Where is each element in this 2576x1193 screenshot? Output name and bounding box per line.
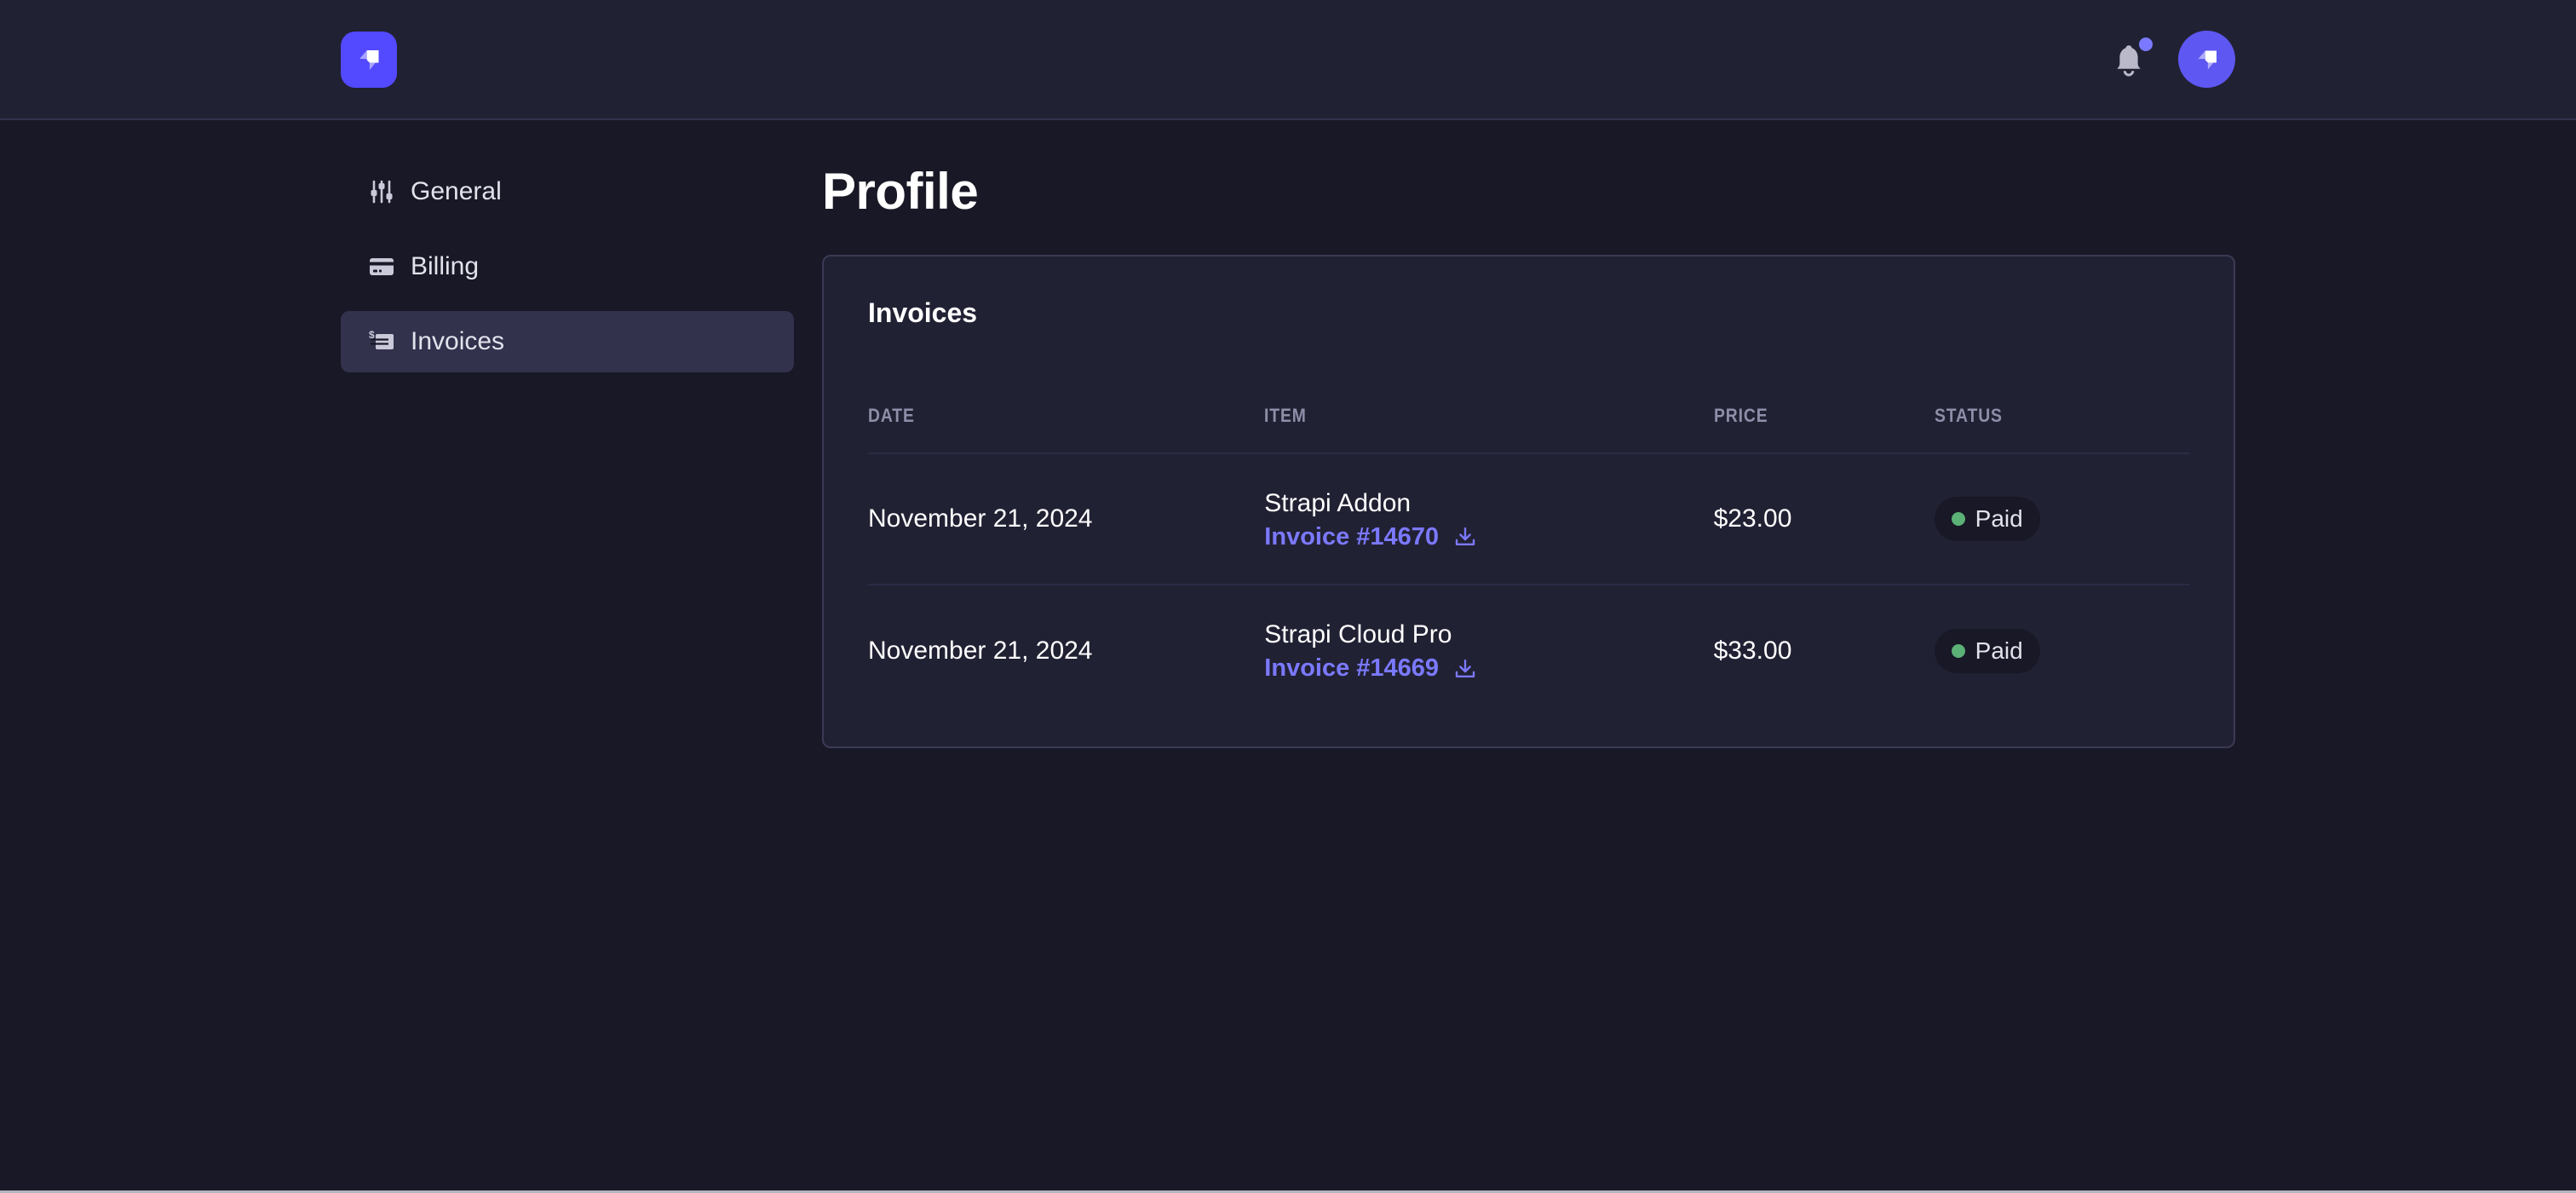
svg-text:$: $ [369, 329, 375, 341]
status-badge-label: Paid [1975, 637, 2023, 664]
invoice-price: $23.00 [1713, 453, 1935, 585]
column-header-date: DATE [868, 366, 1265, 454]
topbar-actions [2112, 31, 2235, 88]
sidebar-item-general[interactable]: General [341, 161, 794, 222]
table-row: November 21, 2024 Strapi Addon Invoice #… [868, 453, 2189, 585]
strapi-logo[interactable] [341, 31, 397, 88]
status-badge: Paid [1934, 497, 2040, 541]
table-header-row: DATE ITEM PRICE STATUS [868, 366, 2189, 454]
status-badge-label: Paid [1975, 505, 2023, 532]
invoice-link[interactable]: Invoice #14669 [1264, 654, 1440, 682]
invoice-status-cell: Paid [1934, 585, 2189, 716]
main-content: Profile Invoices DATE ITEM PRICE STATUS … [822, 120, 2235, 748]
invoice-item-cell: Strapi Addon Invoice #14670 [1264, 453, 1714, 585]
profile-settings-nav: General Billing $ Invoices [341, 161, 794, 372]
page-title: Profile [822, 163, 979, 220]
card-title: Invoices [868, 297, 978, 328]
notification-dot [2139, 37, 2153, 51]
invoice-icon: $ [369, 329, 394, 349]
page-layout: General Billing $ Invoices Profile [0, 120, 2576, 748]
invoice-link[interactable]: Invoice #14670 [1264, 522, 1440, 550]
paid-dot-icon [1951, 643, 1965, 658]
download-icon [1455, 659, 1475, 677]
topbar [0, 0, 2576, 120]
sidebar-item-invoices[interactable]: $ Invoices [341, 311, 794, 372]
invoice-item-name: Strapi Cloud Pro [1264, 620, 1452, 648]
paid-dot-icon [1951, 512, 1965, 526]
invoice-link-row: Invoice #14669 [1264, 654, 1713, 683]
invoices-table: DATE ITEM PRICE STATUS November 21, 2024… [868, 366, 2189, 716]
download-icon [1455, 527, 1475, 545]
sidebar-item-label: Billing [411, 252, 480, 280]
sidebar-item-billing[interactable]: Billing [341, 236, 794, 297]
window-bottom-edge [0, 1190, 2576, 1193]
column-header-item: ITEM [1264, 366, 1714, 454]
column-header-price: PRICE [1713, 366, 1935, 454]
column-header-status: STATUS [1934, 366, 2189, 454]
invoice-status-cell: Paid [1934, 453, 2189, 585]
strapi-logo-icon [359, 49, 379, 70]
bell-icon [2117, 44, 2141, 76]
invoice-link-row: Invoice #14670 [1264, 523, 1713, 551]
invoice-date: November 21, 2024 [868, 453, 1265, 585]
table-row: November 21, 2024 Strapi Cloud Pro Invoi… [868, 585, 2189, 716]
invoice-item-name: Strapi Addon [1264, 488, 1412, 517]
download-button[interactable] [1452, 524, 1478, 550]
invoices-card: Invoices DATE ITEM PRICE STATUS November… [822, 255, 2235, 748]
sliders-icon [371, 180, 393, 204]
invoice-date: November 21, 2024 [868, 636, 1093, 665]
credit-card-icon [370, 258, 394, 275]
status-badge: Paid [1934, 628, 2040, 673]
sidebar-item-label: Invoices [411, 327, 505, 355]
download-button[interactable] [1452, 656, 1478, 682]
notifications-button[interactable] [2112, 37, 2153, 80]
avatar-strapi-icon [2197, 49, 2217, 69]
user-avatar[interactable] [2178, 31, 2235, 88]
invoice-item-cell: Strapi Cloud Pro Invoice #14669 [1264, 585, 1713, 716]
invoice-price: $33.00 [1713, 636, 1792, 665]
sidebar-item-label: General [411, 177, 502, 205]
